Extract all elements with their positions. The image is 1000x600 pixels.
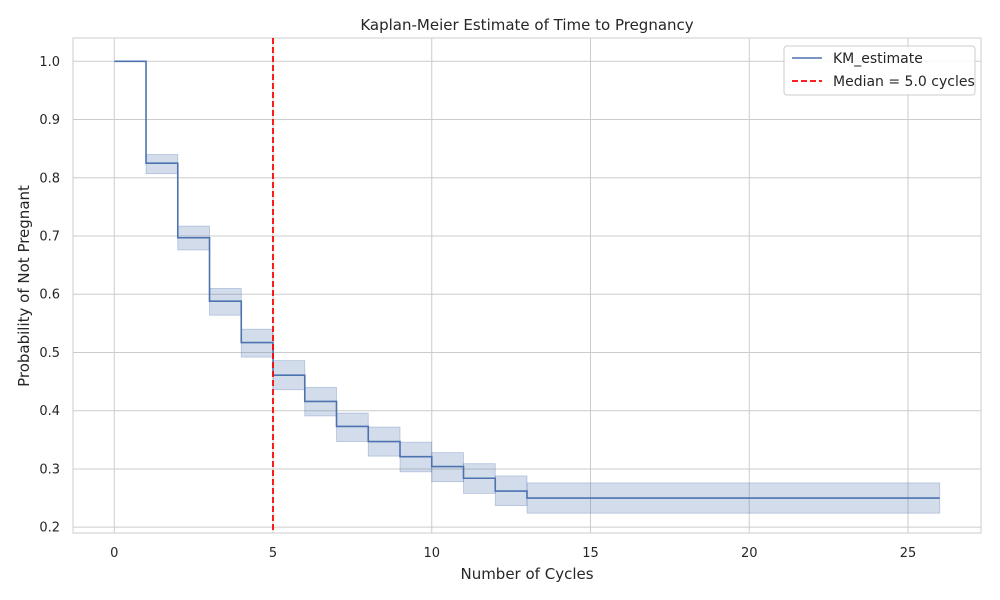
x-tick-label: 10 xyxy=(423,546,440,561)
y-tick-label: 0.3 xyxy=(39,462,60,477)
y-tick-label: 0.5 xyxy=(39,346,60,361)
km-estimate-line xyxy=(114,60,940,499)
y-tick-labels: 0.2 0.3 0.4 0.5 0.6 0.7 0.8 0.9 1.0 xyxy=(39,55,60,536)
y-tick-label: 0.4 xyxy=(39,404,60,419)
x-tick-label: 25 xyxy=(900,546,917,561)
x-tick-label: 20 xyxy=(741,546,758,561)
ci-band-segment xyxy=(145,154,179,175)
chart-title: Kaplan-Meier Estimate of Time to Pregnan… xyxy=(360,16,693,34)
x-axis-title: Number of Cycles xyxy=(460,565,593,583)
y-tick-label: 0.6 xyxy=(39,288,60,303)
x-tick-label: 0 xyxy=(110,546,118,561)
ci-band-segment xyxy=(336,412,369,442)
legend-km-label: KM_estimate xyxy=(833,51,923,67)
y-tick-label: 1.0 xyxy=(39,55,60,70)
x-tick-labels: 0 5 10 15 20 25 xyxy=(110,546,916,561)
legend-box xyxy=(783,45,976,96)
plot-area xyxy=(72,37,982,534)
y-tick-label: 0.8 xyxy=(39,171,60,186)
legend: KM_estimate Median = 5.0 cycles xyxy=(783,45,976,96)
y-tick-label: 0.9 xyxy=(39,113,60,128)
legend-median-label: Median = 5.0 cycles xyxy=(833,74,975,90)
series-lines xyxy=(114,38,940,533)
grid-lines xyxy=(73,38,981,533)
x-tick-label: 5 xyxy=(269,546,277,561)
y-tick-label: 0.2 xyxy=(39,521,60,536)
y-tick-label: 0.7 xyxy=(39,230,60,245)
x-tick-label: 15 xyxy=(582,546,599,561)
y-axis-title: Probability of Not Pregnant xyxy=(15,185,33,387)
